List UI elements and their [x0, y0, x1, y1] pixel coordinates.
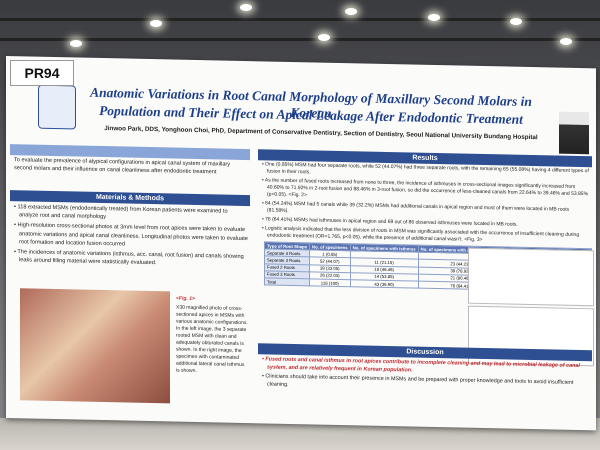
table-cell: 118 (100) — [309, 278, 351, 287]
ceiling-light — [560, 38, 572, 45]
ceiling-light — [318, 34, 330, 41]
ceiling-beam — [0, 38, 600, 41]
ceiling-light — [428, 14, 440, 21]
objective-text: To evaluate the prevalence of atypical c… — [14, 157, 231, 176]
figure-label: <Fig. 1> — [176, 295, 195, 302]
university-logo — [38, 84, 76, 130]
ceiling-light — [150, 20, 162, 27]
figure-text: X30 magnified photo of cross-sectioned a… — [176, 304, 248, 374]
ceiling-light — [70, 40, 82, 47]
author-photo — [559, 111, 589, 155]
discussion-bullets: • Fused roots and canal isthmus in root … — [262, 356, 590, 397]
ceiling-beam — [0, 18, 600, 21]
bullet: • 118 extracted MSMs (endodontically tre… — [14, 204, 228, 221]
results-bullets: • One (0.85%) MSM had four separate root… — [262, 161, 590, 248]
figure-photo — [20, 288, 170, 404]
bullet: • The incidences of anatomic variations … — [14, 249, 244, 267]
ceiling-light — [510, 18, 522, 25]
ceiling-light — [240, 4, 252, 11]
poster: Anatomic Variations in Root Canal Morpho… — [6, 56, 596, 431]
bullet: • High-resolution cross-sectional photos… — [14, 222, 248, 248]
ceiling-light — [345, 8, 357, 15]
table-cell: 43 (36.90) — [350, 279, 419, 289]
chart-panel — [468, 247, 594, 307]
figure-caption: <Fig. 1> X30 magnified photo of cross-se… — [176, 296, 248, 379]
table-cell: Total — [264, 277, 310, 286]
poster-number: PR94 — [10, 60, 74, 86]
methods-bullets: • 118 extracted MSMs (endodontically tre… — [14, 203, 248, 271]
